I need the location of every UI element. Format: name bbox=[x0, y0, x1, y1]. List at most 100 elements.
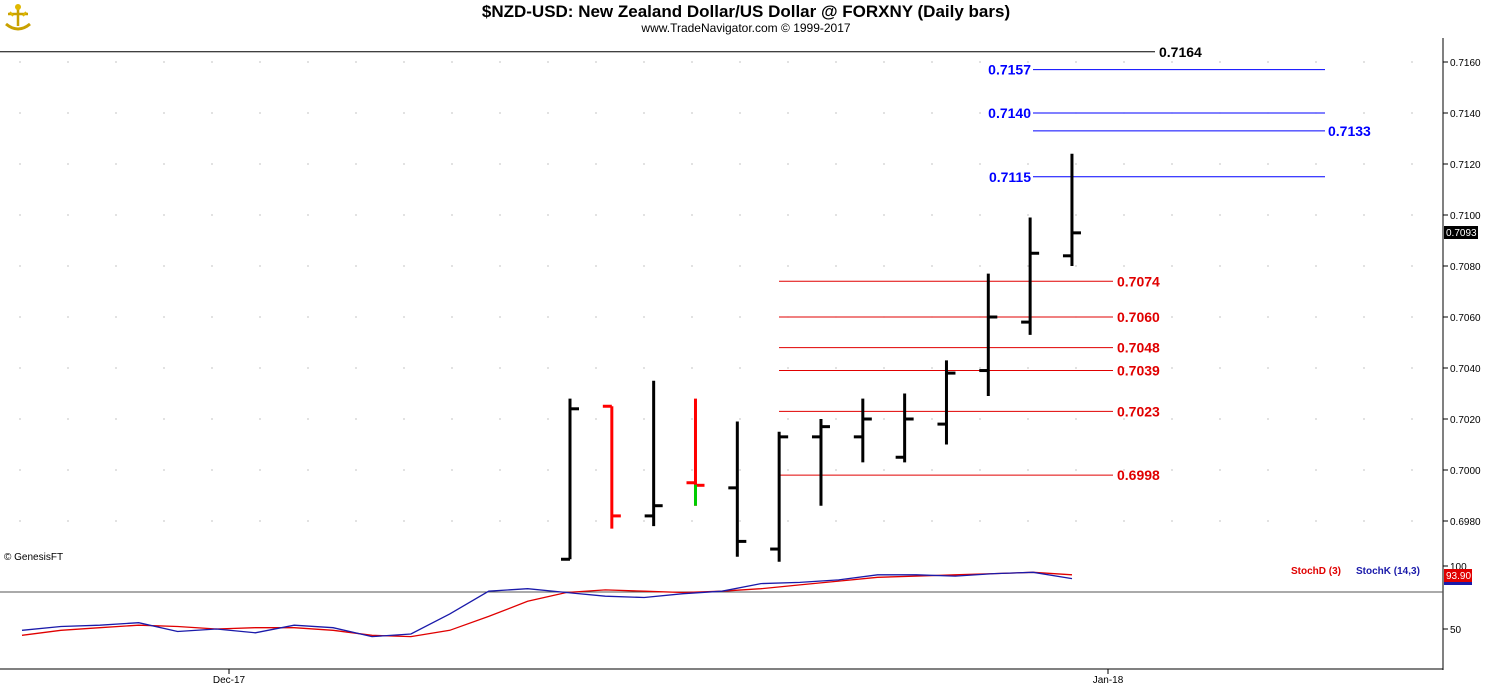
level-label: 0.7140 bbox=[988, 105, 1031, 121]
grid-dot bbox=[787, 418, 789, 420]
price-tick-label: 0.7140 bbox=[1450, 109, 1481, 120]
grid-dot bbox=[547, 214, 549, 216]
grid-dot bbox=[19, 520, 21, 522]
grid-dot bbox=[67, 316, 69, 318]
grid-dot bbox=[1411, 163, 1413, 165]
grid-dot bbox=[163, 214, 165, 216]
grid-dot bbox=[1411, 316, 1413, 318]
grid-dot bbox=[115, 469, 117, 471]
grid-dot bbox=[1171, 61, 1173, 63]
price-axis[interactable]: 0.7160 0.7140 0.7120 0.7100 0.7080 0.7060 0.70… bbox=[1443, 58, 1481, 528]
grid-dot bbox=[1027, 367, 1029, 369]
level-label: 0.7074 bbox=[1117, 273, 1160, 289]
copyright-label: © GenesisFT bbox=[4, 552, 63, 563]
grid-dot bbox=[355, 163, 357, 165]
grid-dot bbox=[163, 367, 165, 369]
grid-dot bbox=[259, 265, 261, 267]
grid-dot bbox=[835, 418, 837, 420]
grid-dot bbox=[595, 163, 597, 165]
grid-dot bbox=[1075, 418, 1077, 420]
grid-dot bbox=[259, 112, 261, 114]
grid-dot bbox=[19, 316, 21, 318]
grid-dot bbox=[883, 265, 885, 267]
grid-dot bbox=[979, 112, 981, 114]
grid-dot bbox=[595, 265, 597, 267]
grid-dot bbox=[1363, 214, 1365, 216]
level-label: 0.7157 bbox=[988, 62, 1031, 78]
grid-dot bbox=[1171, 469, 1173, 471]
grid-dot bbox=[547, 61, 549, 63]
grid-dot bbox=[307, 265, 309, 267]
grid-dot bbox=[691, 61, 693, 63]
ohlc-bars bbox=[561, 153, 1081, 562]
grid-dot bbox=[931, 112, 933, 114]
grid-dot bbox=[691, 214, 693, 216]
grid-dot bbox=[931, 163, 933, 165]
grid-dot bbox=[1027, 112, 1029, 114]
grid-dot bbox=[931, 418, 933, 420]
grid-dot bbox=[1411, 418, 1413, 420]
stoch-value-tag-underline bbox=[1444, 582, 1472, 585]
grid-dot bbox=[787, 469, 789, 471]
grid-dot bbox=[1219, 520, 1221, 522]
level-lines: 0.7164 0.7157 0.7140 0.7133 0.7115 0.7074 0.70… bbox=[0, 44, 1371, 483]
grid-dot bbox=[1267, 316, 1269, 318]
grid-dot bbox=[835, 367, 837, 369]
grid-dot bbox=[691, 469, 693, 471]
grid-dot bbox=[1267, 418, 1269, 420]
grid-dot bbox=[979, 214, 981, 216]
grid-dot bbox=[931, 520, 933, 522]
grid-dot bbox=[499, 214, 501, 216]
grid-dot bbox=[259, 418, 261, 420]
grid-dot bbox=[1219, 61, 1221, 63]
grid-dot bbox=[835, 214, 837, 216]
grid-dot bbox=[67, 214, 69, 216]
grid-dot bbox=[787, 112, 789, 114]
grid-dot bbox=[307, 469, 309, 471]
grid-dot bbox=[211, 112, 213, 114]
grid-dot bbox=[403, 316, 405, 318]
stochd-line bbox=[21, 571, 1073, 638]
grid-dot bbox=[163, 520, 165, 522]
grid-dot bbox=[691, 112, 693, 114]
grid-dot bbox=[67, 265, 69, 267]
grid-dot bbox=[307, 163, 309, 165]
grid-dot bbox=[739, 316, 741, 318]
grid-dot bbox=[211, 418, 213, 420]
grid-dot bbox=[1171, 418, 1173, 420]
grid-dot bbox=[259, 163, 261, 165]
grid-dot bbox=[643, 163, 645, 165]
grid-dot bbox=[1411, 61, 1413, 63]
grid-dot bbox=[787, 61, 789, 63]
grid-dot bbox=[1315, 61, 1317, 63]
grid-dot bbox=[163, 61, 165, 63]
price-tick-label: 0.7080 bbox=[1450, 262, 1481, 273]
dotted-grid bbox=[19, 61, 1413, 522]
grid-dot bbox=[499, 469, 501, 471]
grid-dot bbox=[115, 367, 117, 369]
chart-title: $NZD-USD: New Zealand Dollar/US Dollar @… bbox=[481, 2, 1011, 21]
date-tick-label: Dec-17 bbox=[213, 675, 246, 686]
grid-dot bbox=[1123, 61, 1125, 63]
stochastic-lines bbox=[21, 571, 1073, 638]
grid-dot bbox=[403, 520, 405, 522]
grid-dot bbox=[1123, 316, 1125, 318]
price-tick-label: 0.7120 bbox=[1450, 160, 1481, 171]
grid-dot bbox=[115, 418, 117, 420]
grid-dot bbox=[211, 367, 213, 369]
grid-dot bbox=[595, 469, 597, 471]
grid-dot bbox=[403, 367, 405, 369]
grid-dot bbox=[259, 61, 261, 63]
grid-dot bbox=[355, 469, 357, 471]
level-label: 0.7060 bbox=[1117, 309, 1160, 325]
grid-dot bbox=[1027, 61, 1029, 63]
grid-dot bbox=[1123, 520, 1125, 522]
grid-dot bbox=[883, 61, 885, 63]
grid-dot bbox=[1363, 265, 1365, 267]
grid-dot bbox=[787, 367, 789, 369]
grid-dot bbox=[643, 265, 645, 267]
grid-dot bbox=[307, 316, 309, 318]
grid-dot bbox=[643, 214, 645, 216]
grid-dot bbox=[1171, 214, 1173, 216]
